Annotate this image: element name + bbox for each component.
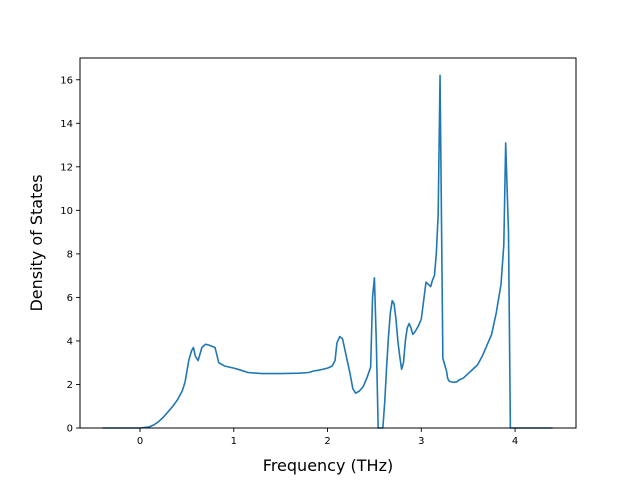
y-tick-label: 8 [67, 249, 73, 260]
y-tick-label: 2 [67, 380, 73, 391]
y-axis-label: Density of States [27, 174, 46, 311]
x-tick-label: 1 [231, 436, 237, 447]
x-axis-label: Frequency (THz) [263, 456, 393, 475]
y-axis: 0 2 4 6 8 10 12 14 16 [60, 75, 80, 435]
y-tick-label: 0 [67, 424, 73, 435]
y-tick-label: 16 [60, 75, 73, 86]
x-tick-label: 3 [418, 436, 424, 447]
x-tick-label: 2 [324, 436, 330, 447]
dos-series-line-0 [102, 74, 553, 429]
plot-area [80, 58, 576, 428]
x-tick-label: 4 [512, 436, 518, 447]
x-axis: 0 1 2 3 4 [137, 428, 518, 447]
y-tick-label: 10 [60, 206, 73, 217]
x-tick-label: 0 [137, 436, 143, 447]
y-tick-label: 4 [67, 336, 73, 347]
y-tick-label: 6 [67, 293, 73, 304]
y-tick-label: 12 [60, 162, 73, 173]
axes-frame [79, 57, 577, 429]
series-layer [102, 74, 553, 429]
y-tick-label: 14 [60, 119, 73, 130]
